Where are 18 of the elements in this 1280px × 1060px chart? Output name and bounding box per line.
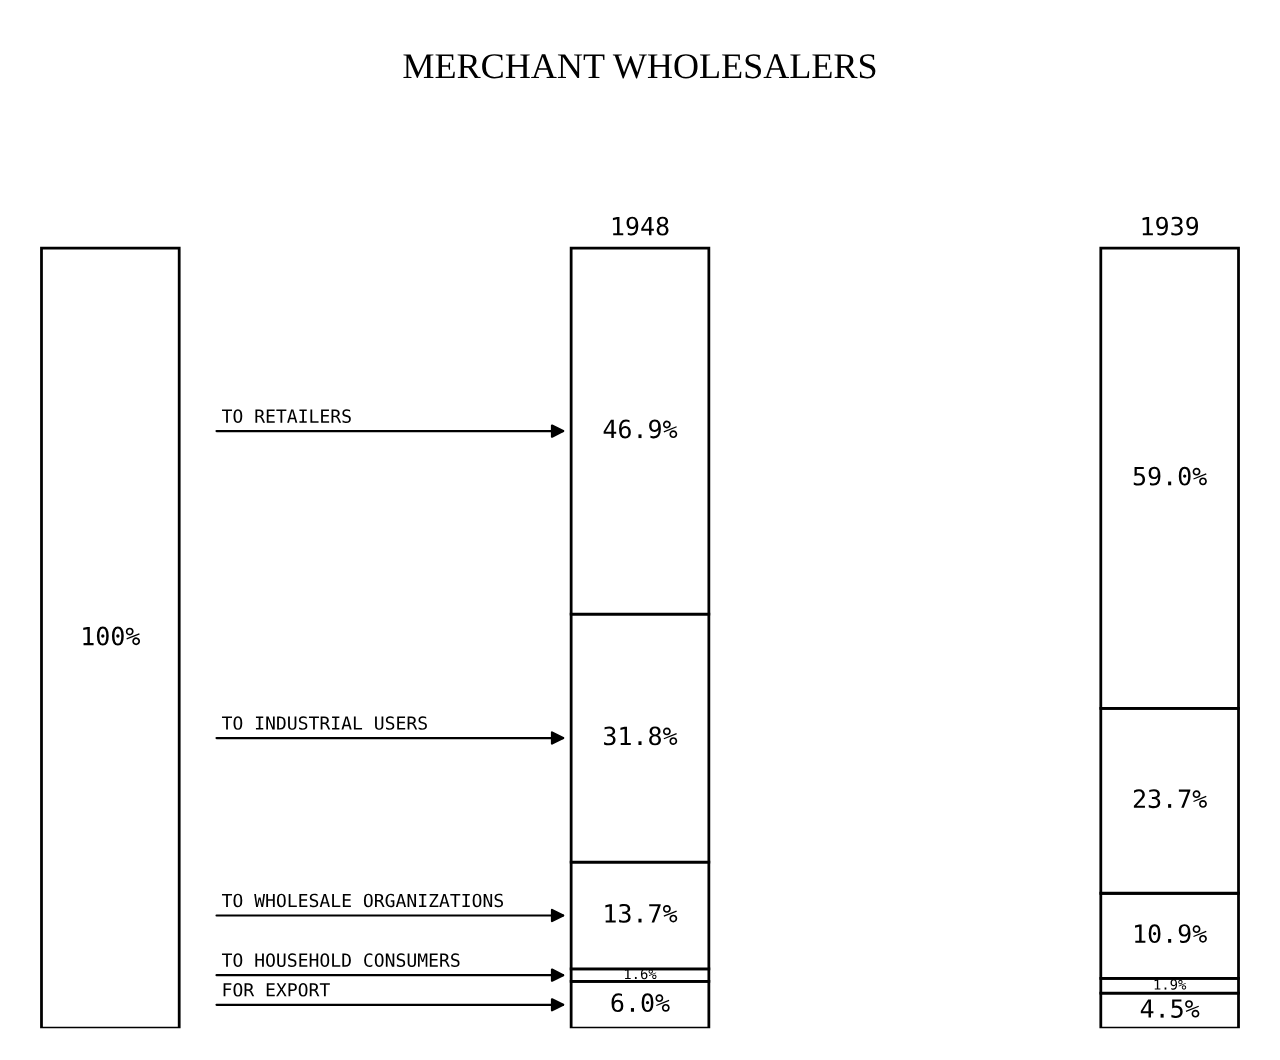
data-label: 23.7% bbox=[1133, 789, 1207, 809]
x-tick-label: 1939 bbox=[1142, 216, 1199, 236]
text: TO HOUSEHOLD CONSUMERS bbox=[221, 953, 460, 967]
data-label: 31.8% bbox=[604, 726, 678, 746]
bar bbox=[40, 246, 181, 1029]
data-label: 100% bbox=[83, 626, 141, 646]
x-tick-label: 1948 bbox=[612, 216, 669, 236]
text: TO RETAILERS bbox=[221, 409, 351, 423]
text: TO WHOLESALE ORGANIZATIONS bbox=[221, 893, 504, 908]
data-label: 6.0% bbox=[611, 993, 670, 1013]
data-label: 13.7% bbox=[605, 903, 678, 923]
data-label: 4.5% bbox=[1140, 999, 1200, 1018]
data-label: 10.9% bbox=[1135, 924, 1207, 944]
data-label: 59.0% bbox=[1133, 466, 1207, 486]
text: TO INDUSTRIAL USERS bbox=[221, 716, 427, 730]
text: FOR EXPORT bbox=[223, 982, 330, 997]
chart-title: MERCHANT WHOLESALERS bbox=[403, 54, 876, 79]
data-label: 46.9% bbox=[603, 419, 678, 439]
